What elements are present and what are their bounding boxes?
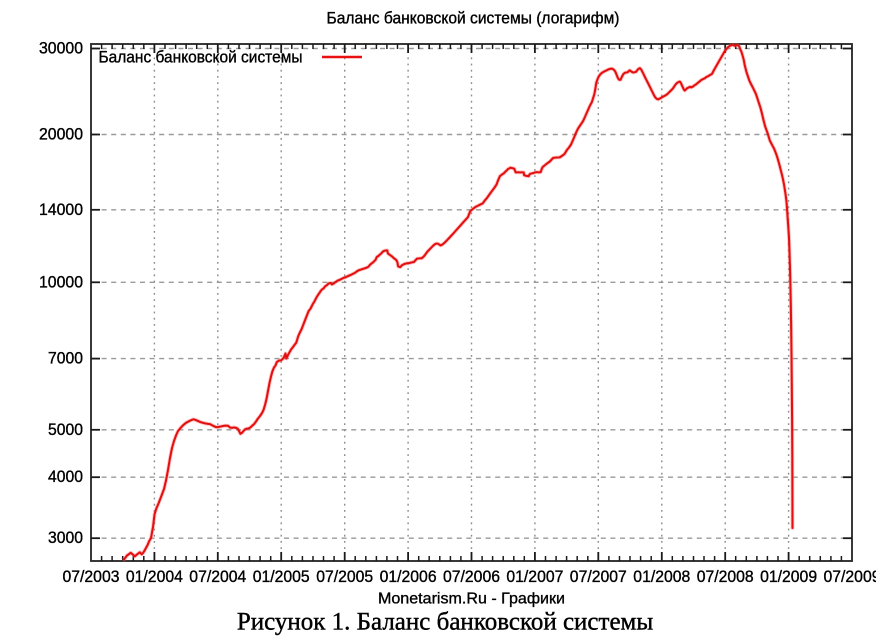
svg-text:01/2008: 01/2008 bbox=[633, 568, 690, 586]
svg-text:01/2009: 01/2009 bbox=[760, 568, 817, 586]
svg-text:07/2008: 07/2008 bbox=[697, 568, 754, 586]
svg-text:01/2007: 01/2007 bbox=[506, 568, 563, 586]
svg-text:Monetarism.Ru - Графики: Monetarism.Ru - Графики bbox=[378, 591, 565, 608]
svg-text:5000: 5000 bbox=[48, 421, 83, 439]
svg-text:07/2003: 07/2003 bbox=[63, 568, 120, 586]
svg-text:14000: 14000 bbox=[39, 201, 83, 219]
svg-text:10000: 10000 bbox=[39, 273, 83, 291]
svg-text:07/2004: 07/2004 bbox=[189, 568, 246, 586]
svg-text:01/2005: 01/2005 bbox=[253, 568, 310, 586]
svg-text:01/2004: 01/2004 bbox=[126, 568, 183, 586]
svg-text:20000: 20000 bbox=[39, 126, 83, 144]
svg-text:3000: 3000 bbox=[48, 529, 83, 547]
svg-text:Рисунок 1. Баланс банковской с: Рисунок 1. Баланс банковской системы bbox=[237, 609, 654, 636]
svg-text:7000: 7000 bbox=[48, 350, 83, 368]
svg-text:07/2005: 07/2005 bbox=[316, 568, 373, 586]
svg-text:07/2006: 07/2006 bbox=[443, 568, 500, 586]
svg-text:Баланс банковской системы (лог: Баланс банковской системы (логарифм) bbox=[327, 10, 620, 28]
svg-text:4000: 4000 bbox=[48, 468, 83, 486]
svg-text:30000: 30000 bbox=[39, 40, 83, 58]
svg-text:07/2007: 07/2007 bbox=[570, 568, 627, 586]
svg-text:01/2006: 01/2006 bbox=[380, 568, 437, 586]
svg-text:07/2009: 07/2009 bbox=[824, 568, 876, 586]
svg-text:Баланс банковской системы: Баланс банковской системы bbox=[99, 49, 303, 67]
